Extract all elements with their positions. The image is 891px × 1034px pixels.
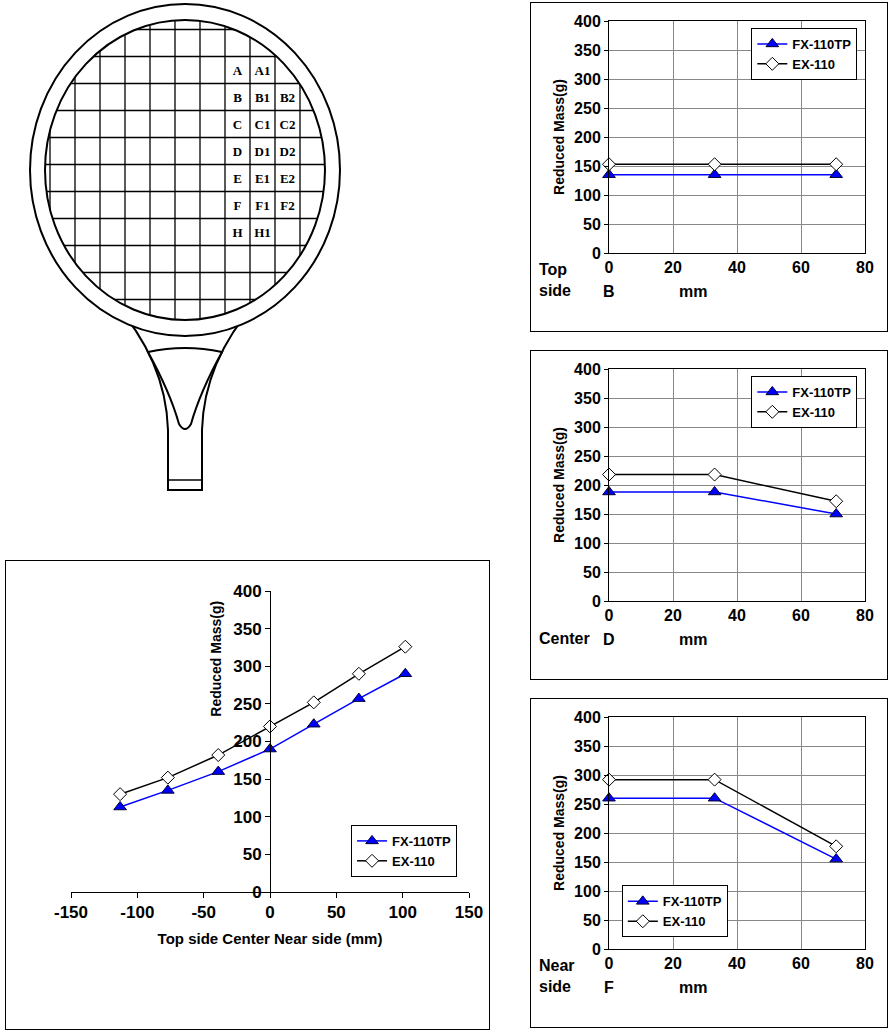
svg-text:0: 0: [265, 903, 274, 922]
svg-text:200: 200: [574, 477, 601, 494]
svg-text:B1: B1: [255, 90, 270, 105]
svg-text:40: 40: [728, 607, 746, 624]
svg-text:C: C: [233, 117, 242, 132]
svg-text:Nearside: Nearside: [539, 957, 575, 995]
svg-text:200: 200: [233, 732, 261, 751]
svg-text:100: 100: [233, 808, 261, 827]
svg-text:Reduced Mass(g): Reduced Mass(g): [551, 775, 567, 891]
svg-text:D1: D1: [255, 144, 271, 159]
svg-text:60: 60: [792, 955, 810, 972]
svg-text:-150: -150: [54, 903, 88, 922]
svg-text:mm: mm: [679, 631, 707, 648]
svg-text:E1: E1: [255, 171, 270, 186]
svg-text:Reduced Mass(g): Reduced Mass(g): [551, 79, 567, 195]
svg-text:Reduced Mass(g): Reduced Mass(g): [551, 427, 567, 543]
svg-text:B: B: [603, 283, 615, 300]
svg-text:EX-110: EX-110: [792, 405, 835, 420]
svg-text:B2: B2: [280, 90, 295, 105]
svg-text:E2: E2: [280, 171, 295, 186]
svg-text:350: 350: [574, 42, 601, 59]
svg-text:0: 0: [592, 245, 601, 262]
svg-text:250: 250: [574, 100, 601, 117]
svg-text:Topside: Topside: [539, 261, 571, 299]
svg-text:60: 60: [792, 259, 810, 276]
svg-text:100: 100: [574, 187, 601, 204]
svg-text:F: F: [234, 198, 242, 213]
svg-text:-50: -50: [191, 903, 216, 922]
svg-text:FX-110TP: FX-110TP: [663, 894, 722, 909]
svg-text:20: 20: [664, 259, 682, 276]
svg-text:350: 350: [574, 390, 601, 407]
svg-text:FX-110TP: FX-110TP: [792, 385, 851, 400]
svg-text:300: 300: [233, 657, 261, 676]
svg-text:80: 80: [856, 259, 874, 276]
svg-text:0: 0: [592, 941, 601, 958]
svg-text:-100: -100: [120, 903, 154, 922]
svg-text:FX-110TP: FX-110TP: [792, 37, 851, 52]
svg-text:40: 40: [728, 955, 746, 972]
svg-text:Top side Center Near side (mm): Top side Center Near side (mm): [158, 930, 383, 947]
svg-text:300: 300: [574, 767, 601, 784]
svg-text:60: 60: [792, 607, 810, 624]
svg-text:150: 150: [233, 770, 261, 789]
svg-text:80: 80: [856, 955, 874, 972]
svg-text:50: 50: [243, 845, 262, 864]
svg-text:250: 250: [574, 448, 601, 465]
svg-text:D: D: [233, 144, 242, 159]
svg-text:300: 300: [574, 419, 601, 436]
svg-text:F2: F2: [280, 198, 294, 213]
svg-text:C1: C1: [255, 117, 271, 132]
svg-text:D2: D2: [280, 144, 296, 159]
svg-text:200: 200: [574, 129, 601, 146]
svg-text:0: 0: [605, 955, 614, 972]
svg-text:A: A: [233, 63, 243, 78]
svg-text:100: 100: [574, 883, 601, 900]
svg-text:C2: C2: [280, 117, 296, 132]
svg-text:80: 80: [856, 607, 874, 624]
svg-text:50: 50: [583, 564, 601, 581]
svg-text:150: 150: [574, 158, 601, 175]
svg-text:H: H: [232, 225, 242, 240]
svg-text:E: E: [233, 171, 242, 186]
svg-text:0: 0: [592, 593, 601, 610]
svg-text:0: 0: [605, 607, 614, 624]
svg-text:mm: mm: [679, 979, 707, 996]
svg-text:150: 150: [455, 903, 483, 922]
svg-text:400: 400: [233, 582, 261, 601]
svg-text:400: 400: [574, 13, 601, 30]
svg-text:F: F: [604, 979, 614, 996]
svg-text:Reduced Mass(g): Reduced Mass(g): [208, 601, 224, 717]
svg-text:F1: F1: [255, 198, 269, 213]
svg-text:EX-110: EX-110: [792, 57, 835, 72]
svg-text:A1: A1: [255, 63, 271, 78]
svg-text:20: 20: [664, 607, 682, 624]
svg-text:50: 50: [583, 216, 601, 233]
svg-text:150: 150: [574, 854, 601, 871]
svg-text:EX-110: EX-110: [392, 854, 435, 869]
svg-text:Center: Center: [539, 630, 590, 647]
svg-text:100: 100: [388, 903, 416, 922]
svg-text:50: 50: [327, 903, 346, 922]
svg-text:D: D: [603, 631, 615, 648]
svg-text:0: 0: [605, 259, 614, 276]
svg-text:350: 350: [233, 620, 261, 639]
svg-text:150: 150: [574, 506, 601, 523]
svg-text:300: 300: [574, 71, 601, 88]
svg-text:400: 400: [574, 709, 601, 726]
svg-text:0: 0: [252, 883, 261, 902]
svg-text:B: B: [233, 90, 242, 105]
svg-text:40: 40: [728, 259, 746, 276]
svg-text:250: 250: [233, 695, 261, 714]
svg-text:400: 400: [574, 361, 601, 378]
svg-text:mm: mm: [679, 283, 707, 300]
svg-text:EX-110: EX-110: [663, 914, 706, 929]
svg-text:100: 100: [574, 535, 601, 552]
svg-text:20: 20: [664, 955, 682, 972]
svg-text:250: 250: [574, 796, 601, 813]
svg-text:FX-110TP: FX-110TP: [392, 834, 451, 849]
svg-text:350: 350: [574, 738, 601, 755]
svg-text:200: 200: [574, 825, 601, 842]
svg-text:H1: H1: [254, 225, 271, 240]
svg-text:50: 50: [583, 912, 601, 929]
